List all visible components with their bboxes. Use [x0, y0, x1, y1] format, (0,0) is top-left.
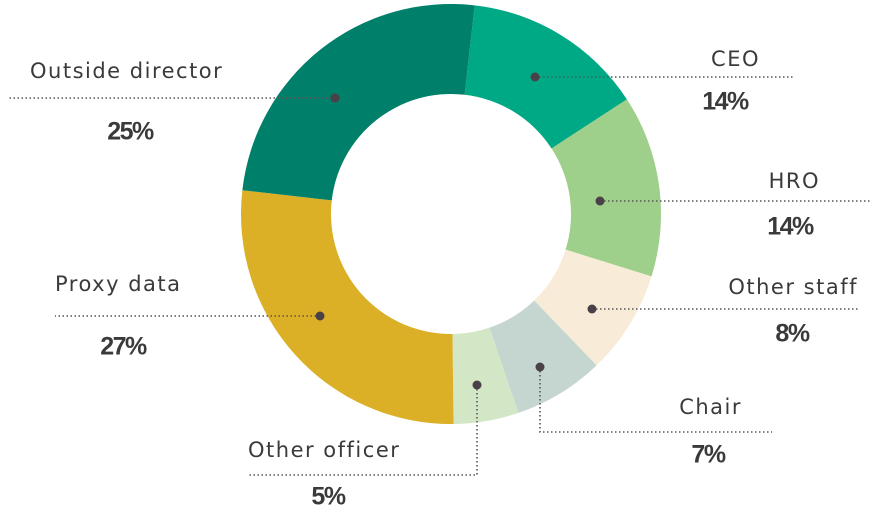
category-label: Other staff: [728, 275, 858, 299]
leader-dot: [472, 380, 482, 390]
category-label: HRO: [769, 169, 820, 193]
value-label: 25%: [107, 118, 154, 146]
value-label: 14%: [702, 88, 749, 116]
category-label: Proxy data: [55, 272, 182, 296]
category-label: Outside director: [30, 59, 223, 83]
category-label: CEO: [711, 47, 760, 71]
leader-dot: [330, 93, 340, 103]
category-label: Chair: [679, 395, 742, 419]
donut-segment: [464, 5, 627, 149]
leader-dot: [315, 311, 325, 321]
value-label: 5%: [311, 483, 345, 511]
leader-dot: [535, 362, 545, 372]
donut-segment: [489, 300, 597, 413]
leader-dot: [595, 196, 605, 206]
leader-dot: [587, 304, 597, 314]
donut-segment: [242, 4, 475, 201]
donut-segment: [452, 327, 519, 424]
category-label: Other officer: [248, 438, 400, 462]
value-label: 7%: [691, 441, 725, 469]
value-label: 8%: [775, 320, 809, 348]
donut-segment: [551, 99, 661, 277]
value-label: 14%: [767, 213, 814, 241]
donut-segment: [241, 190, 454, 424]
value-label: 27%: [100, 333, 147, 361]
leader-line: [539, 367, 772, 433]
leader-dot: [530, 72, 540, 82]
